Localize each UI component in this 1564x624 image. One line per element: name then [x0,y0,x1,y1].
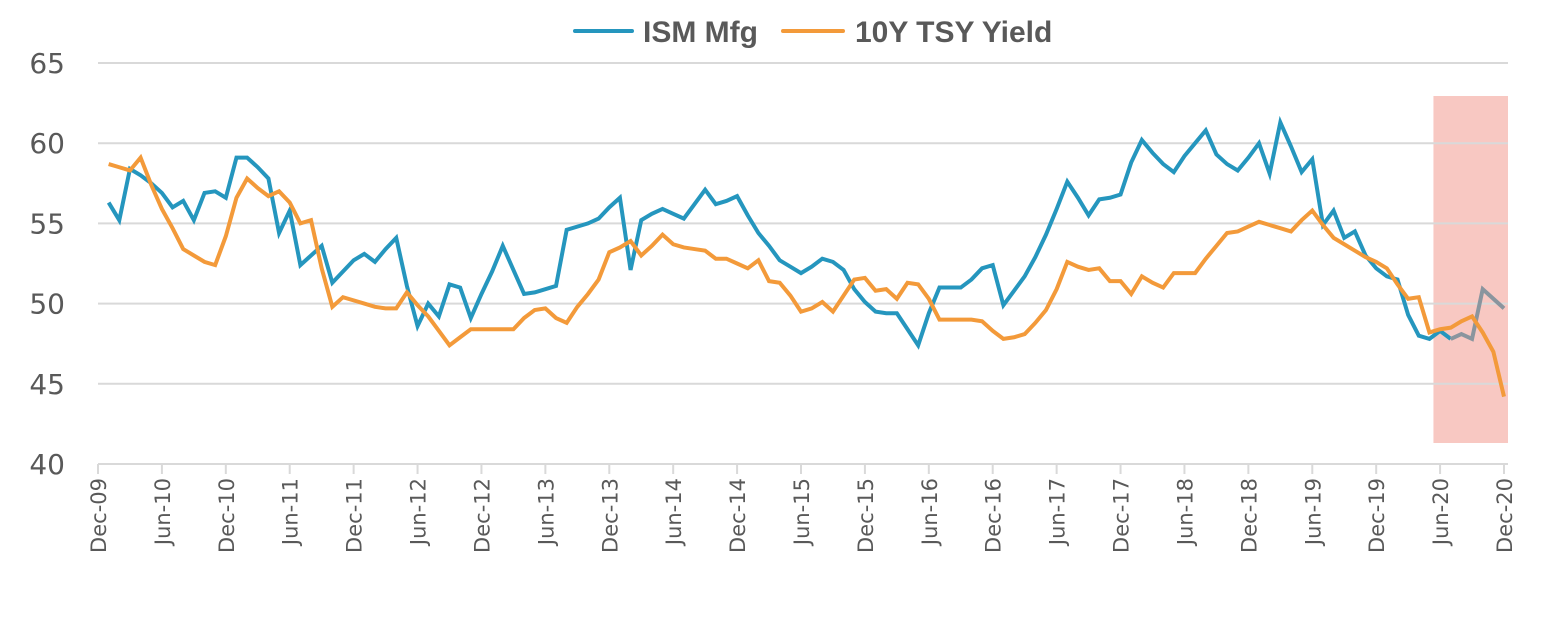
x-axis [97,463,1508,474]
x-axis-labels: Dec-09 Jun-10 Dec-10 Jun-11 Dec-11 Jun-12 Dec-… [87,478,1517,553]
x-tick-label: Jun-14 [662,478,686,547]
x-tick-label: Dec-09 [87,478,111,553]
y-tick-label: 50 [29,288,65,321]
y-tick-label: 40 [29,448,65,481]
y-tick-label: 60 [29,127,65,160]
x-tick-label: Dec-20 [1493,478,1517,553]
x-tick-label: Jun-13 [534,478,558,547]
x-tick-label: Dec-15 [854,478,878,553]
legend-label-10y-tsy-yield: 10Y TSY Yield [855,16,1052,49]
x-tick-label: Jun-19 [1301,478,1325,547]
legend: ISM Mfg 10Y TSY Yield [573,16,1052,49]
y-tick-label: 55 [29,207,65,240]
x-tick-label: Jun-11 [279,478,303,547]
series-line-10y-tsy-yield [108,153,1506,398]
x-tick-label: Jun-15 [790,478,814,547]
legend-label-ism-mfg: ISM Mfg [643,16,758,49]
series-line-ism-mfg-highlighted [1449,285,1506,342]
x-tick-label: Dec-19 [1365,478,1389,553]
x-tick-label: Dec-12 [470,478,494,553]
y-tick-label: 45 [29,368,65,401]
x-tick-label: Dec-18 [1237,478,1261,553]
y-axis-labels: 40 45 50 55 60 65 [29,47,65,481]
x-tick-label: Dec-14 [726,478,750,553]
series-layer [106,115,1506,398]
x-tick-label: Dec-17 [1110,478,1134,553]
x-tick-label: Dec-11 [343,478,367,553]
x-tick-label: Jun-17 [1046,478,1070,547]
x-tick-label: Jun-10 [151,478,175,547]
x-tick-label: Jun-18 [1173,478,1197,547]
series-line-ism-mfg [106,115,1452,350]
shaded-region [1433,96,1508,443]
x-tick-label: Jun-12 [407,478,431,547]
y-tick-label: 65 [29,47,65,80]
x-tick-label: Jun-16 [918,478,942,547]
shaded-region-layer [1433,96,1508,443]
x-tick-label: Dec-10 [215,478,239,553]
x-tick-label: Jun-20 [1429,478,1453,547]
x-tick-label: Dec-13 [598,478,622,553]
x-tick-label: Dec-16 [982,478,1006,553]
